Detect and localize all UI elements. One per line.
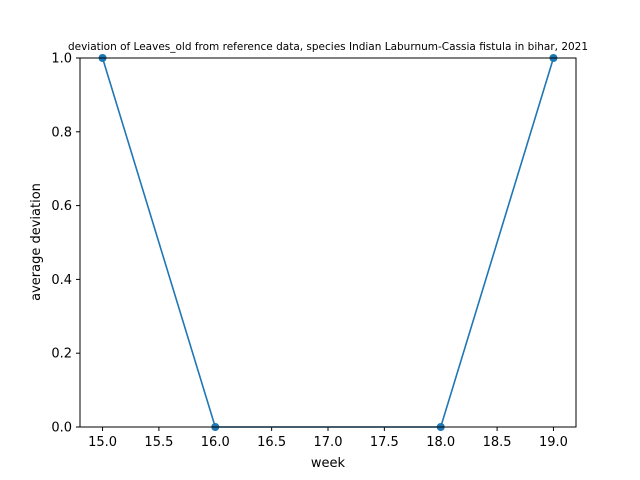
x-axis-ticks: 15.0 15.5 16.0 16.5 17.0 17.5 18.0 18.5 19.0: [88, 427, 568, 450]
y-axis-ticks: 0.0 0.2 0.4 0.6 0.8 1.0: [51, 52, 80, 436]
x-tick-label: 17.0: [314, 435, 343, 450]
chart-title: deviation of Leaves_old from reference d…: [68, 41, 588, 53]
x-tick-label: 16.0: [201, 435, 230, 450]
x-tick-label: 18.0: [426, 435, 455, 450]
x-tick-label: 16.5: [257, 435, 286, 450]
x-axis-label: week: [311, 456, 346, 471]
x-tick-label: 18.5: [483, 435, 512, 450]
x-tick-label: 15.5: [144, 435, 173, 450]
series-line: [101, 57, 555, 428]
x-tick-label: 15.0: [88, 435, 117, 450]
x-tick-label: 17.5: [370, 435, 399, 450]
y-tick-label: 0.8: [51, 125, 72, 140]
series-layer: [98, 54, 558, 431]
y-tick-label: 0.4: [51, 273, 72, 288]
plot-frame: [79, 57, 577, 428]
y-tick-label: 0.0: [51, 421, 72, 436]
y-tick-label: 0.2: [51, 347, 72, 362]
y-axis-label: average deviation: [29, 183, 44, 301]
y-tick-label: 1.0: [51, 52, 72, 67]
x-tick-label: 19.0: [539, 435, 568, 450]
y-tick-label: 0.6: [51, 199, 72, 214]
